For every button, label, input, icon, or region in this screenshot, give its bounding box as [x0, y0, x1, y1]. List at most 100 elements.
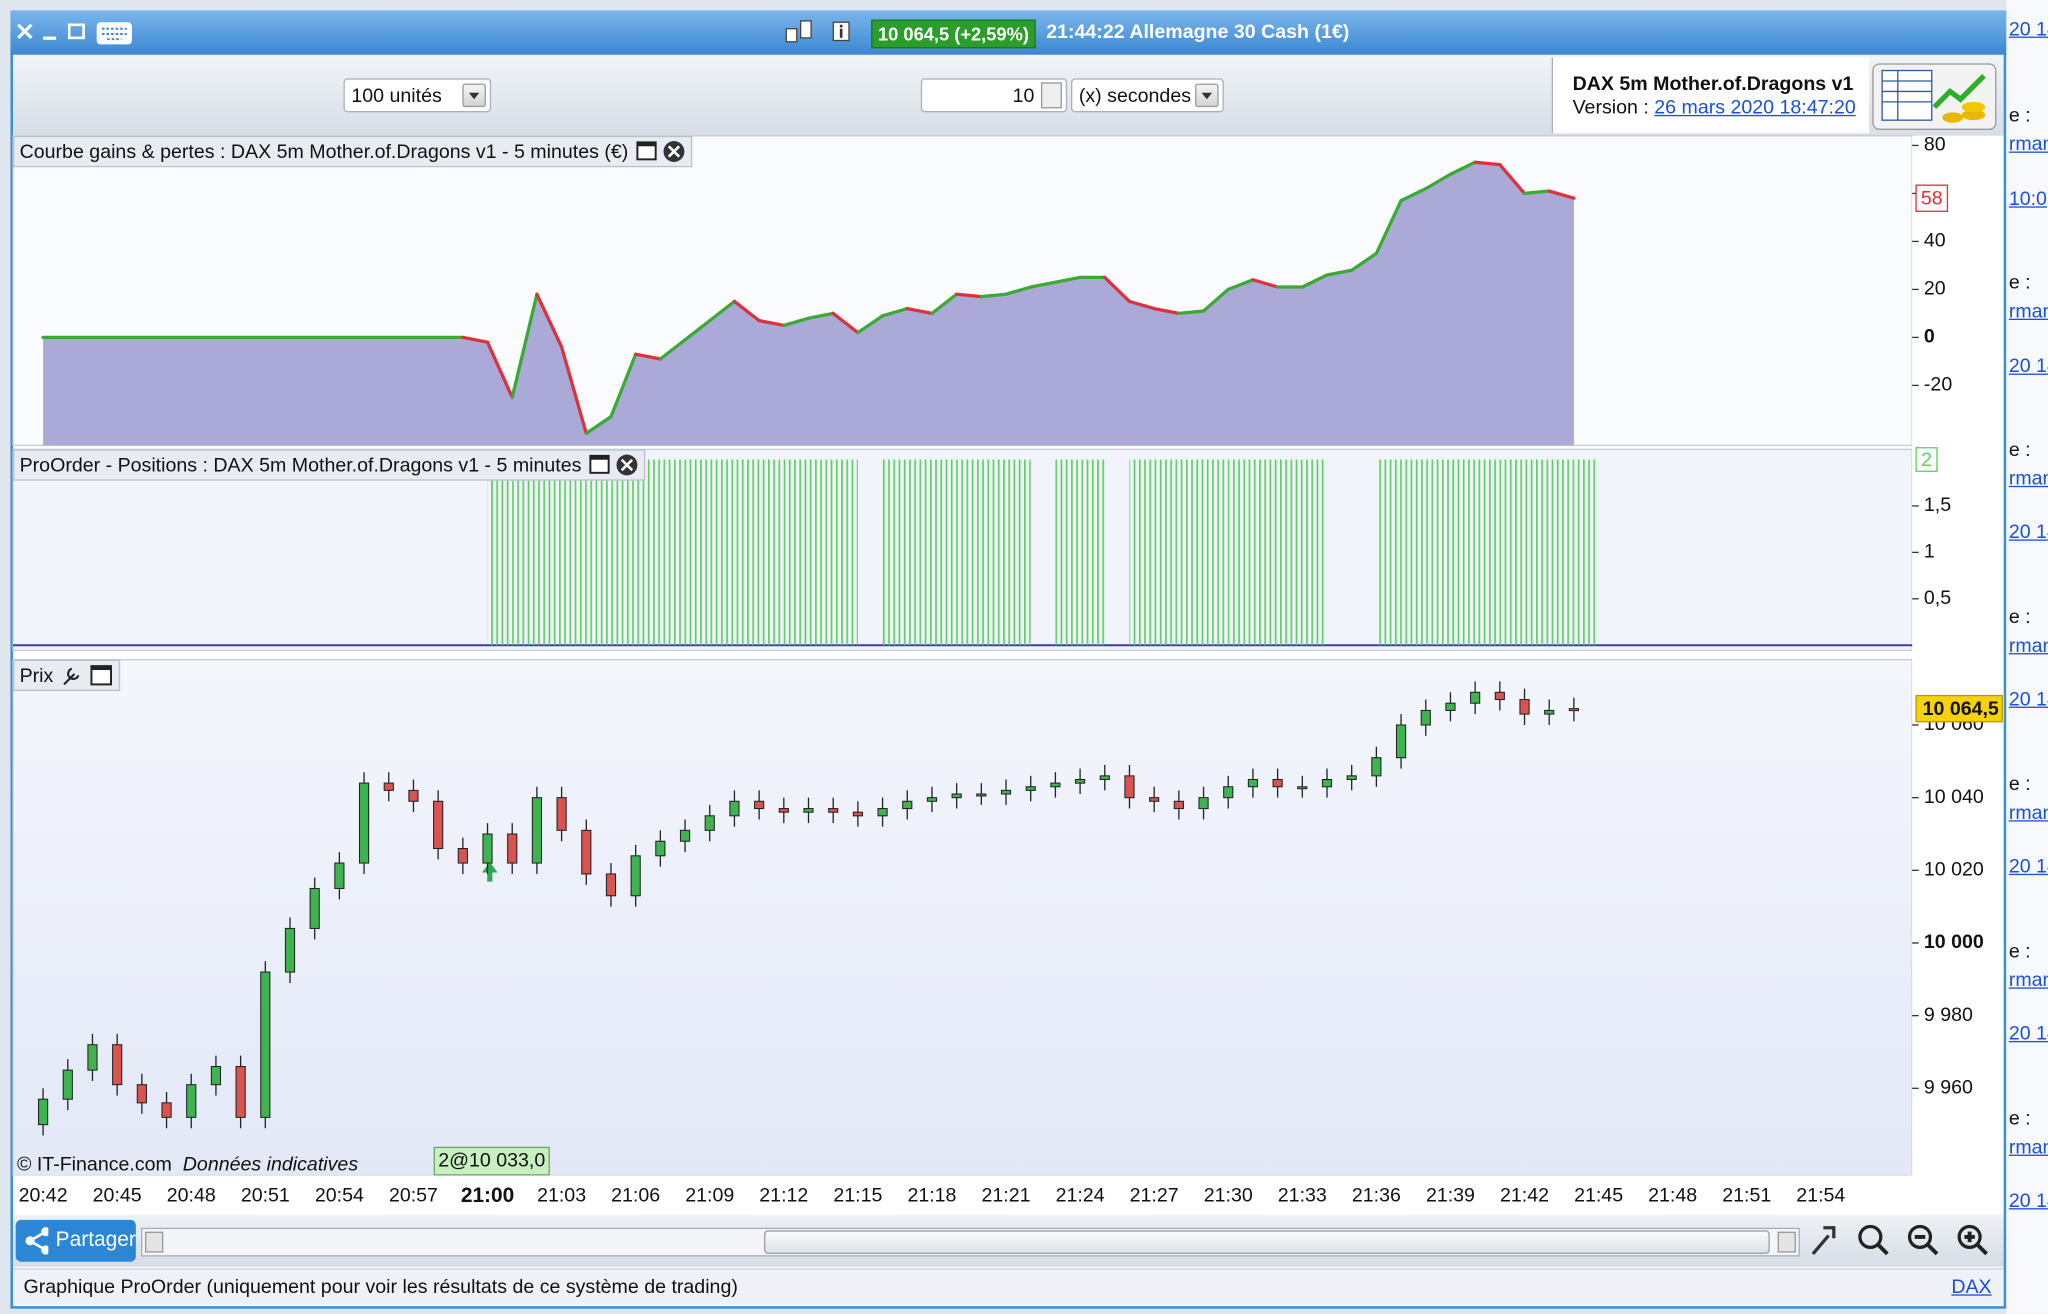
side-link[interactable]: 20 14 — [2008, 688, 2048, 711]
equity-segment — [1127, 299, 1156, 311]
last-value-label: 2 — [1921, 449, 1932, 471]
interval-unit-select[interactable]: (x) secondes — [1071, 78, 1224, 113]
y-tick-label: 10 040 — [1924, 786, 1984, 808]
close-icon[interactable] — [17, 23, 33, 39]
candle-body — [655, 840, 666, 857]
window-title: 21:44:22 Allemagne 30 Cash (1€) — [1046, 20, 1350, 44]
keyboard-icon[interactable] — [96, 22, 132, 45]
equity-segment — [1350, 251, 1379, 272]
candle-body — [1000, 789, 1012, 795]
side-link[interactable]: 20 14 — [2008, 18, 2048, 41]
position-bar — [808, 459, 834, 646]
y-tick-label: 1 — [1924, 541, 1935, 563]
position-bar — [1376, 459, 1402, 646]
x-tick-label: 21:30 — [1204, 1185, 1253, 1207]
minimize-icon[interactable] — [43, 36, 57, 40]
panel-buttons[interactable] — [635, 140, 687, 164]
dropdown-button[interactable] — [462, 83, 486, 108]
side-link[interactable]: 20 14 — [2008, 1022, 2048, 1045]
side-link[interactable]: rman — [2008, 300, 2048, 323]
y-tick-label: 9 960 — [1924, 1076, 1973, 1098]
x-tick-label: 21:09 — [685, 1185, 734, 1207]
position-bar — [1475, 459, 1500, 646]
share-button[interactable]: Partager — [15, 1219, 136, 1262]
position-bar — [1252, 459, 1278, 646]
position-bar — [685, 459, 710, 646]
x-tick-label: 20:45 — [93, 1185, 142, 1207]
instrument-link[interactable]: DAX — [1951, 1276, 1992, 1299]
x-tick-label: 20:57 — [389, 1185, 438, 1207]
x-tick-label: 21:12 — [759, 1185, 808, 1207]
y-tick-label: 0 — [1924, 326, 1935, 348]
side-link[interactable]: rman — [2008, 801, 2048, 825]
side-link[interactable]: rman — [2008, 133, 2048, 156]
equity-segment — [1448, 160, 1477, 176]
x-tick-label: 21:48 — [1648, 1185, 1697, 1207]
candle-body — [902, 800, 913, 810]
version-label: Version : — [1572, 96, 1649, 119]
position-bar — [536, 459, 562, 646]
x-tick-label: 21:54 — [1796, 1185, 1845, 1207]
app-icon[interactable] — [1872, 63, 1997, 131]
title-icons[interactable] — [781, 10, 859, 54]
side-link[interactable]: 20 14 — [2008, 1189, 2048, 1213]
dropdown-button[interactable] — [1195, 83, 1219, 108]
chart-type-icon[interactable] — [785, 28, 798, 43]
position-bar — [1524, 459, 1550, 646]
zoom-fit[interactable] — [1858, 1224, 1883, 1249]
panel-buttons[interactable] — [60, 664, 117, 688]
zoom-out[interactable] — [1907, 1224, 1933, 1249]
x-tick-label: 21:45 — [1574, 1185, 1623, 1207]
side-link[interactable]: rman — [2008, 467, 2048, 490]
equity-segment — [609, 352, 638, 419]
candle-body — [828, 808, 839, 813]
copyright-text: © IT-Finance.com — [16, 1153, 172, 1176]
maximize-icon[interactable] — [67, 23, 85, 40]
side-link[interactable]: rman — [2008, 1136, 2048, 1159]
side-link[interactable]: rman — [2008, 969, 2048, 992]
positions-label: ProOrder - Positions : DAX 5m Mother.of.… — [13, 449, 646, 481]
tool-icon[interactable] — [1811, 1226, 1836, 1255]
spinner[interactable] — [1040, 82, 1062, 109]
equity-segment — [1004, 285, 1033, 296]
candle-body — [531, 797, 543, 864]
side-link[interactable]: rman — [2008, 634, 2048, 657]
scrollbar[interactable] — [141, 1227, 1800, 1257]
panel-buttons[interactable] — [588, 453, 640, 477]
last-price-label: 10 064,5 — [1923, 698, 1999, 720]
units-select[interactable]: 100 unités — [343, 78, 492, 113]
scroll-right[interactable] — [1777, 1231, 1796, 1253]
equity-segment — [955, 292, 983, 299]
interval-input[interactable]: 10 — [920, 78, 1068, 113]
x-tick-label: 21:06 — [611, 1185, 660, 1207]
zoom-in[interactable] — [1957, 1224, 1982, 1249]
side-link[interactable]: 20 14 — [2008, 855, 2048, 878]
candle-body — [754, 800, 765, 810]
zoom-tools[interactable] — [1805, 1220, 2001, 1262]
x-tick-label: 21:21 — [982, 1185, 1031, 1207]
candle-body — [1568, 708, 1579, 712]
x-tick-label: 21:03 — [537, 1185, 586, 1207]
window-controls[interactable] — [10, 10, 154, 54]
scroll-thumb[interactable] — [764, 1230, 1770, 1254]
y-tick-label: 9 980 — [1924, 1004, 1973, 1026]
version-date[interactable]: 26 mars 2020 18:47:20 — [1654, 96, 1856, 119]
interval-value: 10 — [1012, 84, 1035, 108]
title-bar: 10 064,5 (+2,59%) 21:44:22 Allemagne 30 … — [10, 10, 2007, 55]
position-bar — [833, 459, 858, 646]
candle-body — [976, 793, 987, 797]
scroll-left[interactable] — [144, 1231, 164, 1253]
side-link[interactable]: 20 14 — [2008, 355, 2048, 378]
position-bar — [1129, 459, 1155, 646]
candle-body — [507, 833, 518, 864]
side-link[interactable]: 20 14 — [2008, 521, 2048, 544]
time-axis-area — [13, 1175, 2004, 1215]
candle-body — [778, 808, 789, 813]
position-bar — [1549, 459, 1574, 646]
equity-segment — [708, 299, 737, 323]
candle-body — [136, 1084, 147, 1104]
x-tick-label: 21:36 — [1352, 1185, 1401, 1207]
side-link[interactable]: 10:0 — [2008, 188, 2047, 211]
